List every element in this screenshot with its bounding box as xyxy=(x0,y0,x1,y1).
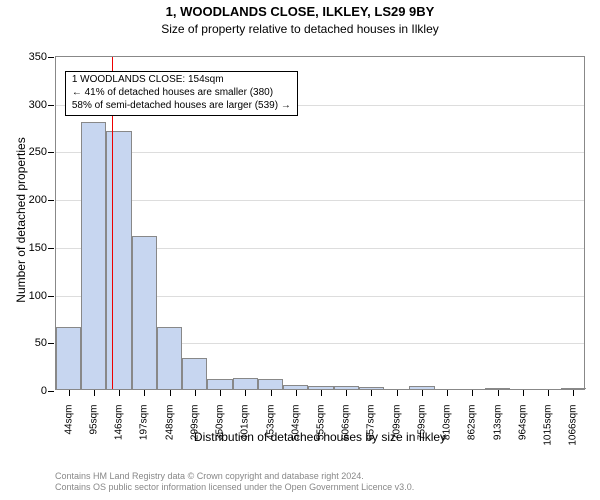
x-tick xyxy=(170,390,171,396)
grid-line xyxy=(56,200,584,201)
annotation-line-1: 1 WOODLANDS CLOSE: 154sqm xyxy=(72,74,291,87)
histogram-bar xyxy=(106,131,131,389)
grid-line xyxy=(56,152,584,153)
x-tick xyxy=(144,390,145,396)
histogram-bar xyxy=(132,236,157,389)
y-tick-label: 100 xyxy=(29,290,56,302)
x-tick xyxy=(346,390,347,396)
footer-line-1: Contains HM Land Registry data © Crown c… xyxy=(55,471,585,483)
histogram-bar xyxy=(207,379,232,389)
x-tick xyxy=(397,390,398,396)
x-tick xyxy=(447,390,448,396)
y-tick-label: 150 xyxy=(29,242,56,254)
y-tick-label: 300 xyxy=(29,99,56,111)
x-tick xyxy=(573,390,574,396)
plot-area: 05010015020025030035044sqm95sqm146sqm197… xyxy=(55,56,585,390)
x-tick xyxy=(271,390,272,396)
histogram-bar xyxy=(81,122,106,389)
x-tick xyxy=(371,390,372,396)
footer-line-2: Contains OS public sector information li… xyxy=(55,482,585,494)
histogram-bar xyxy=(283,385,308,389)
histogram-bar xyxy=(308,386,333,389)
histogram-bar xyxy=(409,386,434,389)
chart-title: 1, WOODLANDS CLOSE, ILKLEY, LS29 9BY xyxy=(0,4,600,19)
histogram-bar xyxy=(561,388,586,389)
y-tick-label: 200 xyxy=(29,194,56,206)
x-tick xyxy=(245,390,246,396)
footer: Contains HM Land Registry data © Crown c… xyxy=(55,471,585,494)
chart-subtitle: Size of property relative to detached ho… xyxy=(0,22,600,36)
histogram-bar xyxy=(157,327,182,389)
y-tick-label: 0 xyxy=(41,385,56,397)
x-tick xyxy=(321,390,322,396)
annotation-line-2: ← 41% of detached houses are smaller (38… xyxy=(72,87,291,100)
x-tick xyxy=(195,390,196,396)
y-tick-label: 50 xyxy=(35,337,56,349)
x-tick xyxy=(94,390,95,396)
histogram-bar xyxy=(485,388,510,389)
chart-container: 1, WOODLANDS CLOSE, ILKLEY, LS29 9BY Siz… xyxy=(0,0,600,500)
y-tick-label: 250 xyxy=(29,146,56,158)
histogram-bar xyxy=(182,358,207,389)
x-tick xyxy=(119,390,120,396)
histogram-bar xyxy=(359,387,384,389)
histogram-bar xyxy=(334,386,359,389)
x-tick xyxy=(220,390,221,396)
annotation-line-3: 58% of semi-detached houses are larger (… xyxy=(72,100,291,113)
x-tick xyxy=(498,390,499,396)
annotation-box: 1 WOODLANDS CLOSE: 154sqm ← 41% of detac… xyxy=(65,71,298,115)
x-axis-label: Distribution of detached houses by size … xyxy=(55,430,585,444)
x-tick xyxy=(523,390,524,396)
x-tick xyxy=(422,390,423,396)
histogram-bar xyxy=(258,379,283,389)
histogram-bar xyxy=(233,378,258,389)
histogram-bar xyxy=(56,327,81,389)
x-tick xyxy=(548,390,549,396)
x-tick xyxy=(69,390,70,396)
x-tick xyxy=(472,390,473,396)
y-axis-label: Number of detached properties xyxy=(14,120,28,320)
y-tick-label: 350 xyxy=(29,51,56,63)
x-tick xyxy=(296,390,297,396)
